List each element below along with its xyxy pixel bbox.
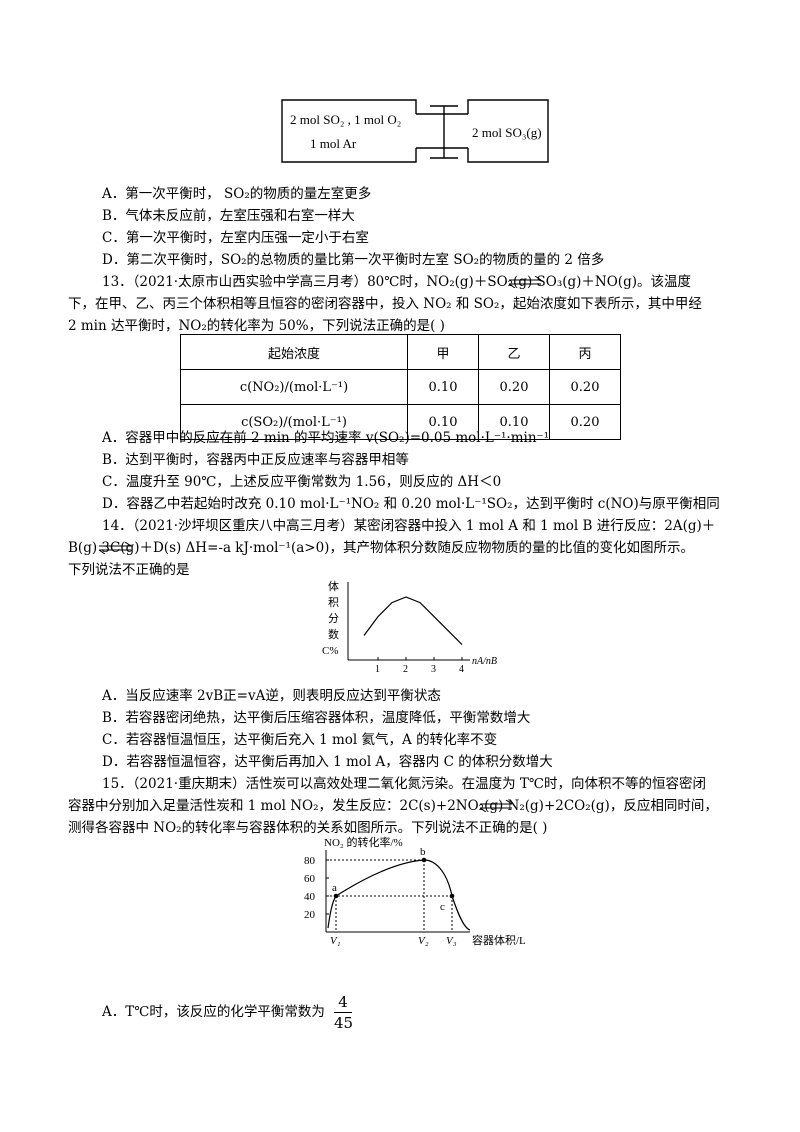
svg-text:体: 体: [328, 579, 339, 593]
fraction: 4 45: [334, 993, 354, 1032]
q15-chart: NO₂ 的转化率/% 容器体积/L 20 40 60 80 V₁ V₂ V₃ a b c: [304, 835, 526, 947]
table-cell: 0.20: [549, 369, 621, 405]
q14-x-tick-label: 3: [431, 664, 436, 672]
table-cell: 0.10: [478, 404, 550, 440]
table-cell: 0.20: [478, 369, 550, 405]
q14-stem-line2: B(g) 3C(g)＋D(s) ΔH=-a kJ·mol⁻¹(a>0)，其产物体…: [68, 540, 694, 556]
q13-option-d: D．容器乙中若起始时改充 0.10 mol·L⁻¹NO₂ 和 0.20 mol·…: [102, 496, 720, 512]
q14-chart: 体 积 分 数 C% nA/nB 1 2 3 4: [322, 579, 497, 672]
q15-stem-line2: 容器中分别加入足量活性炭和 1 mol NO₂，发生反应：2C(s)+2NO₂(…: [68, 798, 718, 814]
q14-option-b: B．若容器密闭绝热，达平衡后压缩容器体积，温度降低，平衡常数增大: [102, 710, 531, 726]
q14-xlabel: nA/nB: [472, 656, 497, 667]
q12-option-a: A．第一次平衡时， SO₂的物质的量左室更多: [102, 186, 372, 202]
table-header-cell: 乙: [478, 334, 550, 370]
q15-y-tick-label: 20: [304, 909, 316, 921]
q14-curve: [363, 596, 463, 646]
table-header-cell: 起始浓度: [180, 334, 408, 370]
table-cell: 0.10: [407, 369, 479, 405]
q15-point-label: c: [440, 901, 445, 913]
q13-option-a: A．容器甲中的反应在前 2 min 的平均速率 v(SO₂)=0.05 mol·…: [102, 430, 550, 446]
q13-stem-line2: 下，在甲、乙、丙三个体积相等且恒容的密闭容器中，投入 NO₂ 和 SO₂，起始浓…: [68, 296, 702, 312]
q15-option-a: A．T℃时，该反应的化学平衡常数为: [102, 1004, 325, 1020]
equilibrium-arrow-icon: [508, 276, 542, 288]
q14-stem-line3: 下列说法不正确的是: [68, 562, 190, 578]
q15-y-tick-label: 60: [304, 873, 316, 885]
table-cell: c(NO₂)/(mol·L⁻¹): [180, 369, 408, 405]
q15-x-tick-label: V₁: [330, 935, 341, 947]
q15-stem-line1: 15．（2021·重庆期末）活性炭可以高效处理二氧化氮污染。在温度为 T℃时，向…: [102, 776, 706, 792]
q15-point: [421, 857, 427, 863]
q13-stem-line1: 13．（2021·太原市山西实验中学高三月考）80℃时，NO₂(g)＋SO₂(g…: [102, 274, 691, 290]
q15-x-tick-label: V₃: [446, 935, 457, 947]
q15-point-label: a: [332, 882, 337, 894]
q15-x-tick-label: V₂: [418, 935, 429, 947]
q14-option-a: A．当反应速率 2vB正=vA逆，则表明反应达到平衡状态: [102, 688, 441, 704]
q13-option-b: B．达到平衡时，容器丙中正反应速率与容器甲相等: [102, 452, 409, 468]
q13-stem-line3: 2 min 达平衡时，NO₂的转化率为 50%，下列说法正确的是( ): [68, 318, 445, 334]
q15-y-tick-label: 40: [304, 891, 316, 903]
table-header-cell: 丙: [549, 334, 621, 370]
q15-stem-line3: 测得各容器中 NO₂的转化率与容器体积的关系如图所示。下列说法不正确的是( ): [68, 820, 548, 836]
equilibrium-arrow-icon: [479, 800, 513, 812]
q15-point: [449, 893, 455, 899]
q14-stem-line1: 14．（2021·沙坪坝区重庆八中高三月考）某密闭容器中投入 1 mol A 和…: [102, 518, 716, 534]
table-cell: c(SO₂)/(mol·L⁻¹): [180, 404, 408, 440]
q15-ylabel: NO₂ 的转化率/%: [324, 835, 403, 849]
table-row: c(NO₂)/(mol·L⁻¹) 0.10 0.20 0.20: [180, 369, 621, 405]
q15-y-tick-label: 80: [304, 855, 316, 867]
q12-option-c: C．第一次平衡时，左室内压强一定小于右室: [102, 230, 369, 246]
q14-ylabel-suffix: C%: [322, 645, 339, 657]
svg-text:数: 数: [328, 628, 339, 641]
table-header-row: 起始浓度 甲 乙 丙: [180, 334, 621, 370]
fraction-numerator: 4: [338, 993, 348, 1011]
table-header-cell: 甲: [407, 334, 479, 370]
q12-option-d: D．第二次平衡时，SO₂的总物质的量比第一次平衡时左室 SO₂的物质的量的 2 …: [102, 252, 605, 268]
apparatus-left-text-2: 1 mol Ar: [310, 136, 357, 151]
equilibrium-arrow-icon: [98, 542, 132, 554]
fraction-bar: [334, 1012, 352, 1013]
apparatus-diagram: 2 mol SO₂ , 1 mol O₂ 1 mol Ar 2 mol SO₃(…: [281, 99, 549, 163]
fraction-denominator: 45: [334, 1014, 354, 1032]
q14-option-d: D．若容器恒温恒容，达平衡后再加入 1 mol A，容器内 C 的体积分数增大: [102, 754, 553, 770]
svg-text:积: 积: [328, 596, 339, 609]
apparatus-right-text: 2 mol SO₃(g): [472, 125, 542, 140]
concentration-table: 起始浓度 甲 乙 丙 c(NO₂)/(mol·L⁻¹) 0.10 0.20 0.…: [180, 334, 621, 440]
q14-option-c: C．若容器恒温恒压，达平衡后充入 1 mol 氦气，A 的转化率不变: [102, 732, 498, 748]
q15-xlabel: 容器体积/L: [472, 933, 526, 947]
q13-option-c: C．温度升至 90℃，上述反应平衡常数为 1.56，则反应的 ΔH＜0: [102, 474, 502, 490]
q14-x-tick-label: 4: [459, 664, 464, 672]
apparatus-left-text-1: 2 mol SO₂ , 1 mol O₂: [290, 112, 401, 127]
q14-x-tick-label: 2: [403, 664, 408, 672]
q14-x-tick-label: 1: [375, 664, 380, 672]
q12-option-b: B．气体未反应前，左室压强和右室一样大: [102, 208, 355, 224]
q15-point-label: b: [420, 846, 426, 858]
svg-text:分: 分: [328, 612, 339, 625]
q15-curve: [327, 859, 471, 931]
table-cell: 0.20: [549, 404, 621, 440]
table-row: c(SO₂)/(mol·L⁻¹) 0.10 0.10 0.20: [180, 404, 621, 440]
